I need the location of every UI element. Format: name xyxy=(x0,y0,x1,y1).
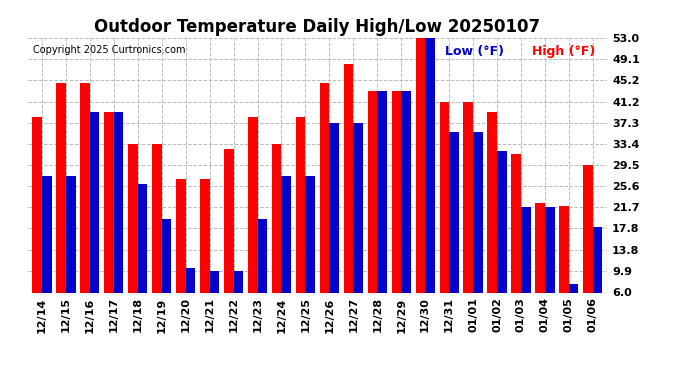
Bar xyxy=(593,227,602,325)
Text: Copyright 2025 Curtronics.com: Copyright 2025 Curtronics.com xyxy=(33,45,186,55)
Title: Outdoor Temperature Daily High/Low 20250107: Outdoor Temperature Daily High/Low 20250… xyxy=(95,18,540,36)
Bar xyxy=(114,112,124,325)
Bar xyxy=(377,91,387,325)
Bar xyxy=(401,91,411,325)
Bar xyxy=(473,132,483,325)
Bar xyxy=(415,38,425,325)
Bar xyxy=(319,83,329,325)
Bar xyxy=(90,112,99,325)
Bar xyxy=(32,117,42,325)
Bar xyxy=(176,178,186,325)
Text: High (°F): High (°F) xyxy=(532,45,595,58)
Bar xyxy=(511,154,521,325)
Bar xyxy=(560,206,569,325)
Bar xyxy=(248,117,257,325)
Bar xyxy=(583,165,593,325)
Bar xyxy=(545,207,555,325)
Bar xyxy=(66,176,75,325)
Bar xyxy=(161,219,171,325)
Bar xyxy=(464,102,473,325)
Bar xyxy=(425,38,435,325)
Bar xyxy=(329,123,339,325)
Bar xyxy=(210,271,219,325)
Bar xyxy=(200,178,210,325)
Bar xyxy=(368,91,377,325)
Bar xyxy=(186,268,195,325)
Bar xyxy=(282,176,291,325)
Text: Low (°F): Low (°F) xyxy=(445,45,504,58)
Bar xyxy=(138,184,148,325)
Bar xyxy=(521,207,531,325)
Bar xyxy=(272,144,282,325)
Bar xyxy=(353,123,363,325)
Bar xyxy=(306,176,315,325)
Bar xyxy=(569,284,578,325)
Bar xyxy=(80,83,90,325)
Bar xyxy=(152,144,161,325)
Bar xyxy=(224,149,234,325)
Bar xyxy=(42,176,52,325)
Bar xyxy=(449,132,459,325)
Bar xyxy=(487,112,497,325)
Bar xyxy=(344,63,353,325)
Bar xyxy=(440,102,449,325)
Bar xyxy=(392,91,401,325)
Bar xyxy=(497,152,506,325)
Bar xyxy=(57,83,66,325)
Bar xyxy=(234,271,243,325)
Bar xyxy=(535,203,545,325)
Bar xyxy=(296,117,306,325)
Bar xyxy=(104,112,114,325)
Bar xyxy=(257,219,267,325)
Bar xyxy=(128,144,138,325)
